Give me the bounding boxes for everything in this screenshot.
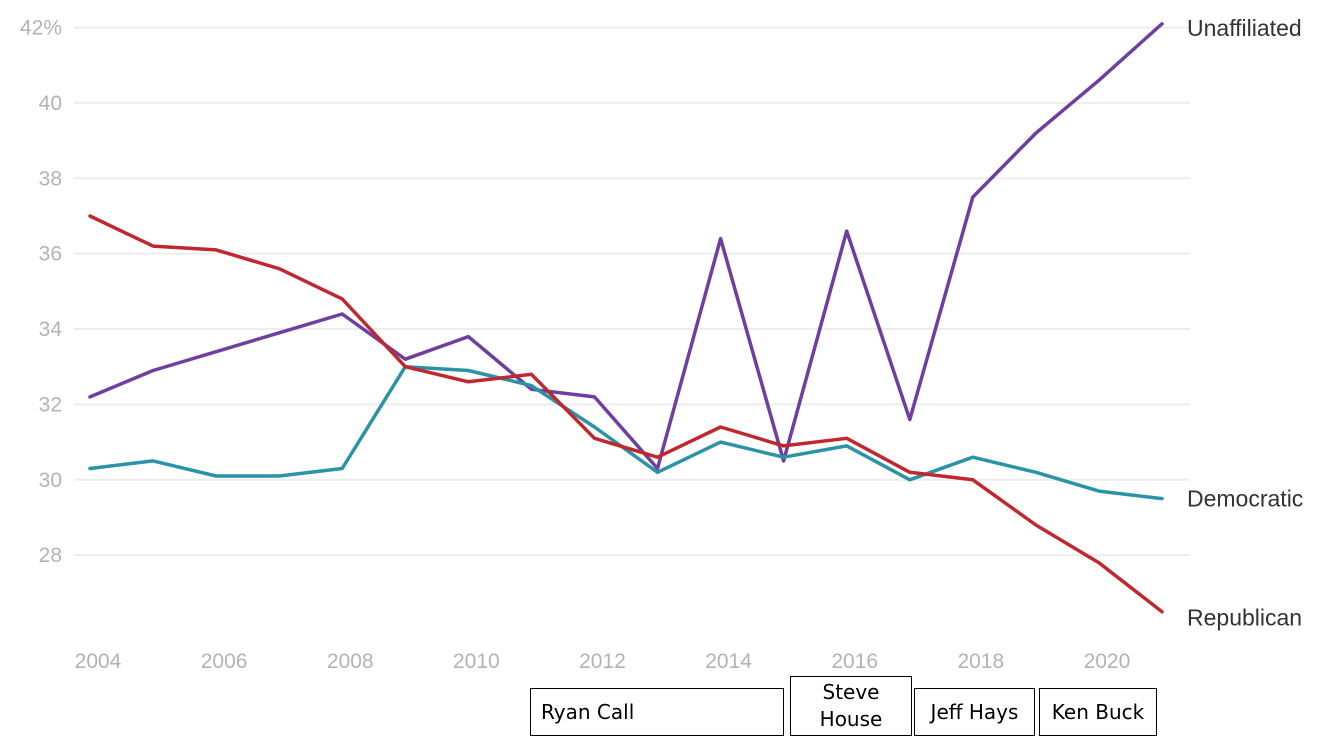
grid-lines (74, 26, 1190, 557)
y-tick-label: 40 (39, 92, 62, 115)
series-line-unaffiliated (88, 22, 1164, 471)
y-tick-label: 36 (39, 243, 62, 266)
x-tick-label: 2006 (201, 650, 248, 673)
y-tick-label: 32 (39, 393, 62, 416)
y-tick-label: 28 (39, 544, 62, 567)
x-tick-label: 2018 (957, 650, 1004, 673)
series-label-republican: Republican (1187, 605, 1302, 631)
chair-annotation-jeff-hays: Jeff Hays (914, 688, 1035, 736)
y-axis-ticks: 28 30 32 34 36 38 40 42% (20, 17, 62, 568)
series-label-unaffiliated: Unaffiliated (1187, 15, 1302, 41)
y-tick-label: 38 (39, 167, 62, 190)
x-tick-label: 2016 (831, 650, 878, 673)
series-end-labels: Unaffiliated Democratic Republican (1187, 15, 1303, 631)
series-line-republican (88, 214, 1164, 614)
x-tick-label: 2010 (453, 650, 500, 673)
x-tick-label: 2004 (75, 650, 122, 673)
series-label-democratic: Democratic (1187, 486, 1303, 512)
chair-annotation-ryan-call: Ryan Call (530, 688, 784, 736)
series-line-democratic (88, 364, 1164, 501)
chair-annotation-steve-house: Steve House (790, 676, 912, 736)
chair-annotation-ken-buck: Ken Buck (1039, 688, 1157, 736)
series-lines (88, 22, 1164, 614)
y-tick-label: 30 (39, 469, 62, 492)
x-tick-label: 2008 (327, 650, 374, 673)
y-tick-label: 42% (20, 17, 62, 40)
x-axis-ticks: 2004 2006 2008 2010 2012 2014 2016 2018 2020 (75, 650, 1131, 673)
x-tick-label: 2020 (1084, 650, 1131, 673)
x-tick-label: 2014 (705, 650, 752, 673)
y-tick-label: 34 (39, 318, 63, 341)
x-tick-label: 2012 (579, 650, 626, 673)
